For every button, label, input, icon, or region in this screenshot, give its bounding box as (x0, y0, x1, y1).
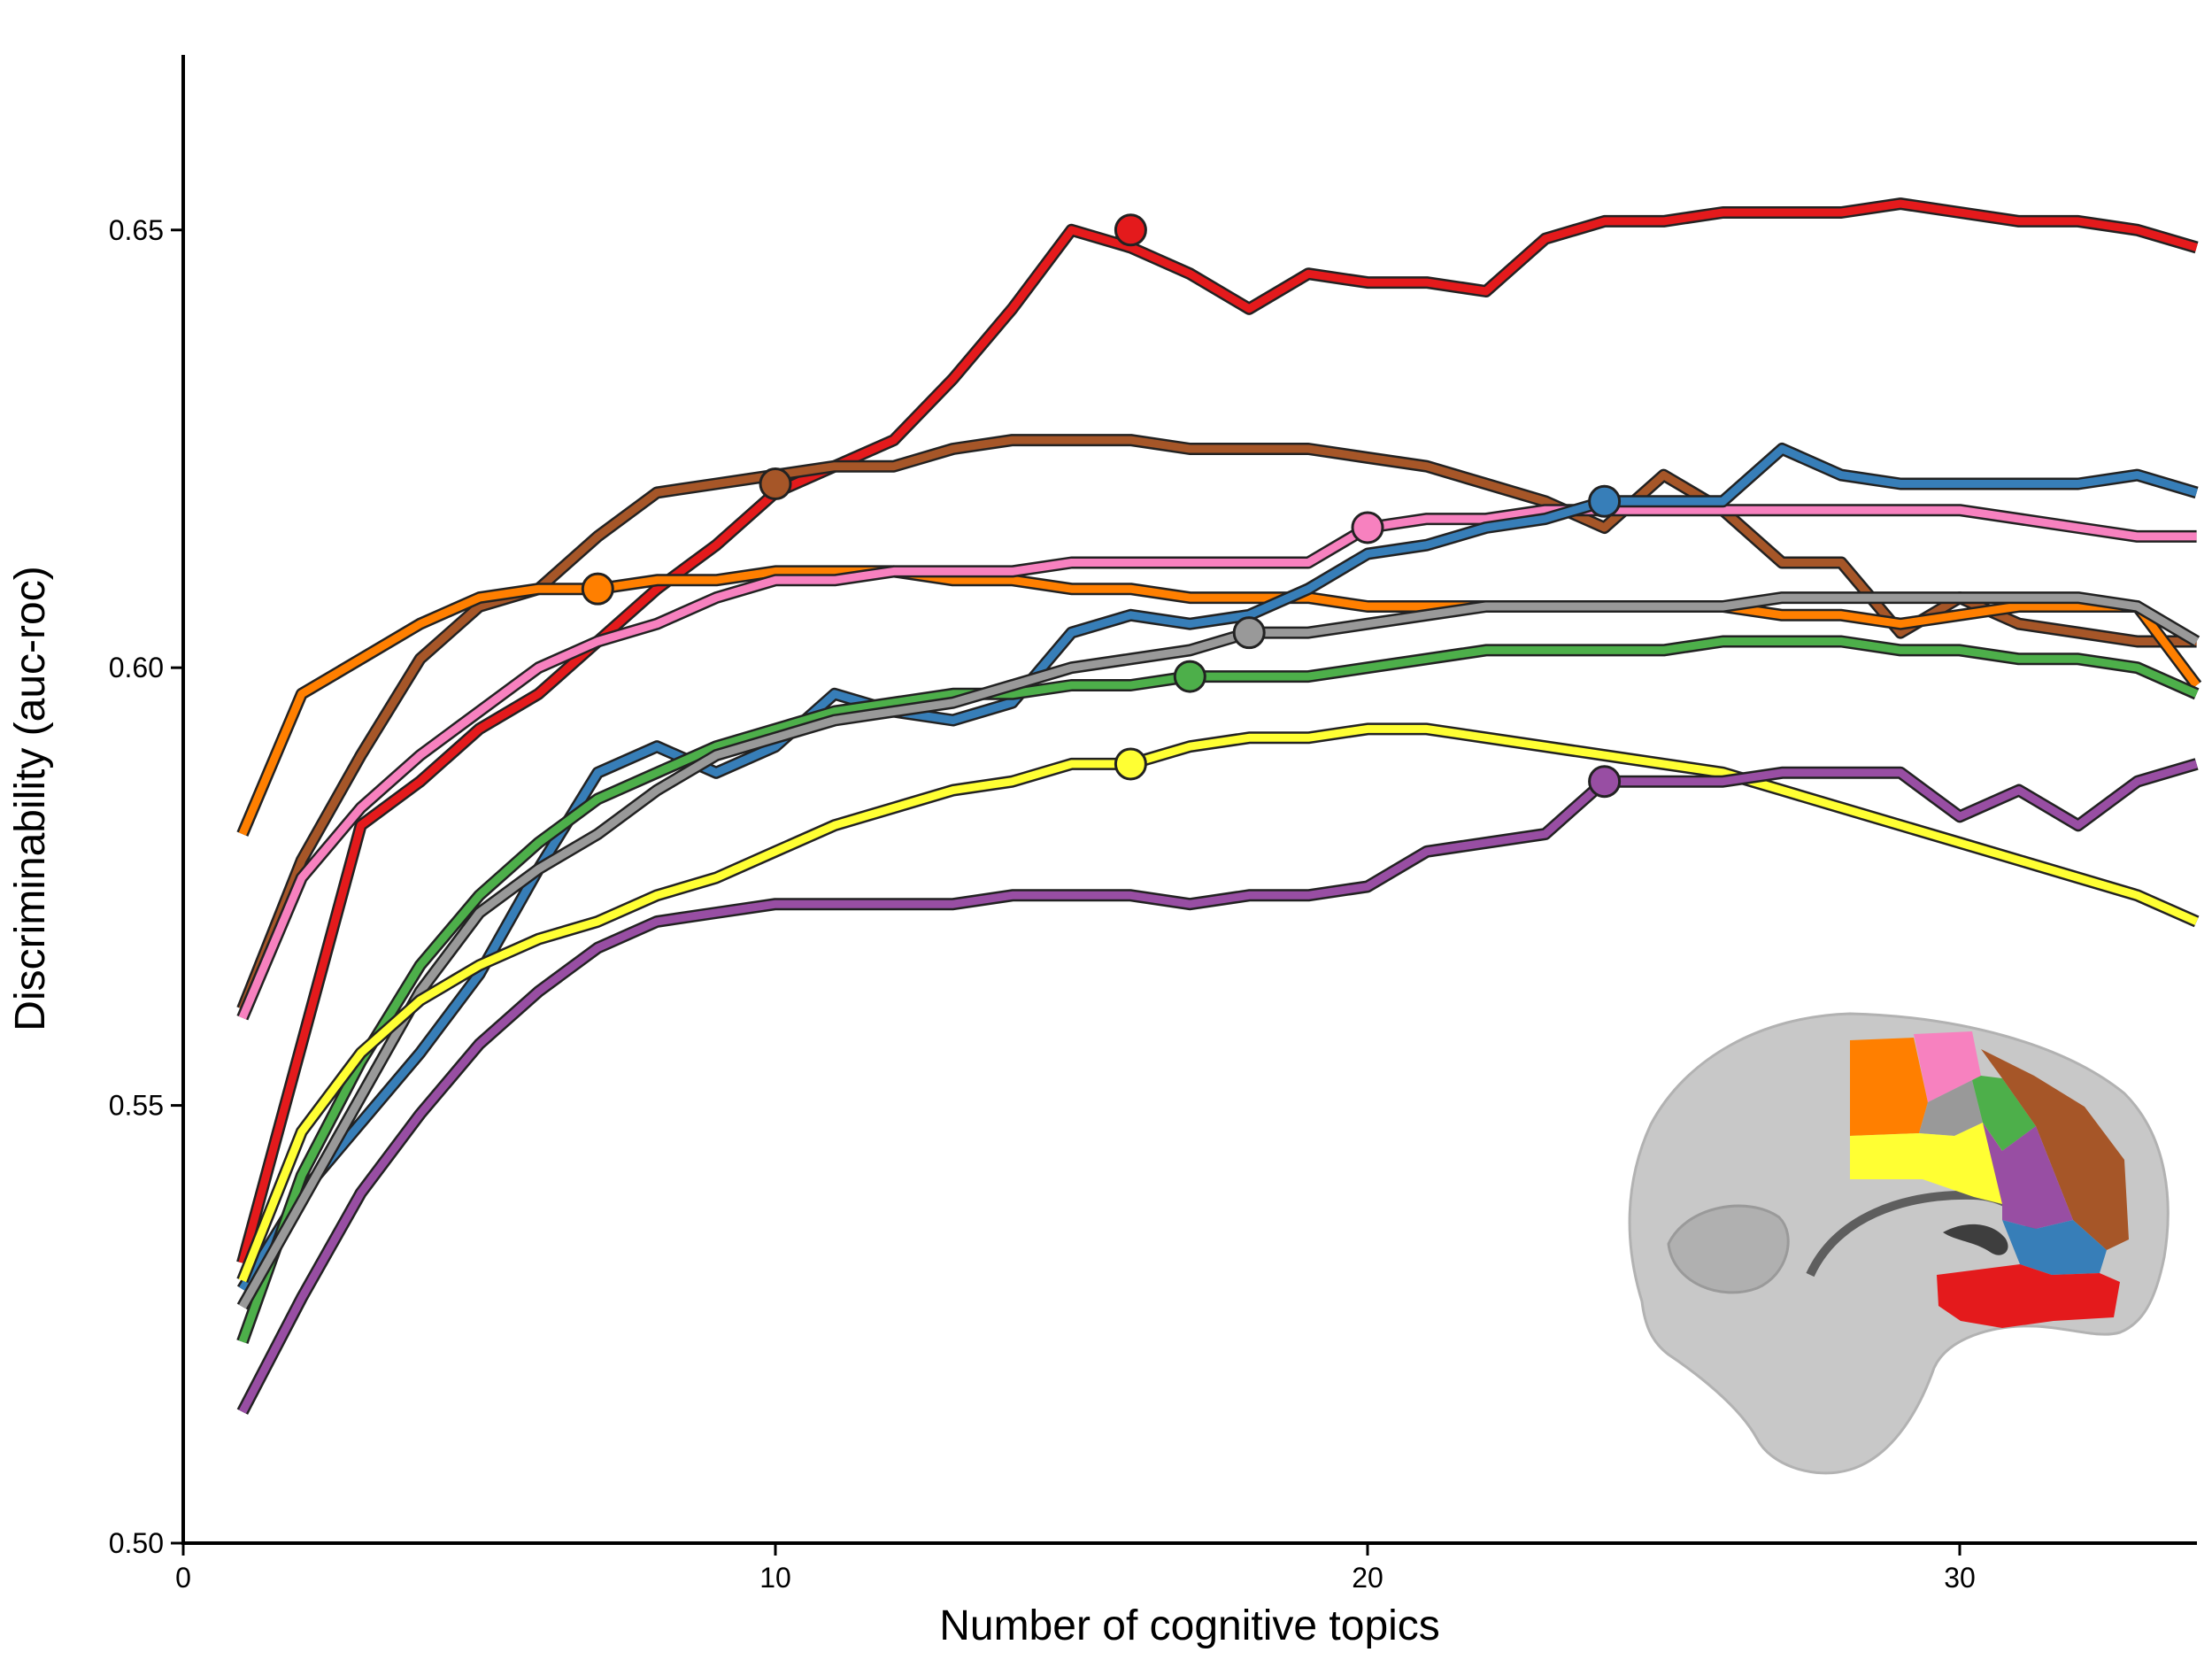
parcel-green (1972, 1076, 2036, 1151)
x-ticks: 0 10 20 30 (175, 1543, 1976, 1594)
highlight-markers (581, 213, 1622, 799)
highlight-point-8 (1114, 747, 1147, 781)
y-tick-label: 0.65 (109, 214, 164, 246)
ventricle-shape (1943, 1224, 2008, 1255)
series-line-outline (236, 434, 2197, 1012)
y-axis-title: Discriminability (auc-roc) (7, 566, 54, 1031)
highlight-point-6 (1173, 660, 1206, 693)
x-tick-label: 20 (1352, 1562, 1383, 1594)
series-line-stroke (238, 724, 2199, 1283)
parcel-gray (1919, 1080, 1983, 1136)
highlight-point-2 (759, 467, 792, 501)
parcel-pink (1914, 1031, 1981, 1102)
y-tick-label: 0.60 (109, 652, 164, 683)
x-axis-title: Number of cognitive topics (939, 1602, 1440, 1649)
series-line-9 (236, 758, 2199, 1415)
y-tick-label: 0.50 (109, 1527, 164, 1559)
series-line-stroke (238, 760, 2198, 1414)
series-line-stroke (238, 506, 2197, 1020)
highlight-point-9 (1588, 765, 1622, 799)
highlight-point-5 (1588, 484, 1622, 518)
axes: 0 10 20 30 0.50 0.55 0.60 0.65 Number of cogni… (7, 55, 2197, 1649)
brain-inset-image (1628, 1012, 2170, 1475)
series-line-4 (236, 504, 2197, 1021)
y-ticks: 0.50 0.55 0.60 0.65 (109, 214, 183, 1559)
series-line-8 (236, 722, 2200, 1283)
x-tick-label: 10 (759, 1562, 791, 1594)
series-line-stroke (238, 436, 2197, 1011)
parcel-purple (1983, 1123, 2073, 1229)
x-tick-label: 30 (1944, 1562, 1976, 1594)
parcel-yellow (1850, 1123, 2002, 1204)
series-line-stroke (238, 567, 2200, 836)
parcel-blue (2002, 1220, 2107, 1275)
cerebellum-shape (1667, 1204, 1790, 1294)
series-line-3 (236, 565, 2202, 837)
highlight-point-4 (1351, 511, 1384, 544)
series-line-stroke (238, 199, 2198, 1264)
x-tick-label: 0 (175, 1562, 191, 1594)
series-line-6 (236, 635, 2200, 1344)
series-layer (236, 197, 2202, 1415)
series-line-stroke (238, 637, 2199, 1344)
series-line-1 (236, 197, 2199, 1265)
highlight-point-3 (581, 572, 614, 606)
y-tick-label: 0.55 (109, 1090, 164, 1122)
parcel-brown (1981, 1049, 2129, 1250)
highlight-point-1 (1114, 213, 1147, 247)
series-line-2 (236, 434, 2197, 1012)
series-line-stroke (238, 593, 2199, 1309)
parcel-overlay (1850, 1031, 2129, 1328)
parcel-red (1937, 1264, 2120, 1328)
series-line-7 (236, 591, 2200, 1310)
parcel-orange (1850, 1038, 1928, 1136)
highlight-point-7 (1232, 616, 1266, 650)
